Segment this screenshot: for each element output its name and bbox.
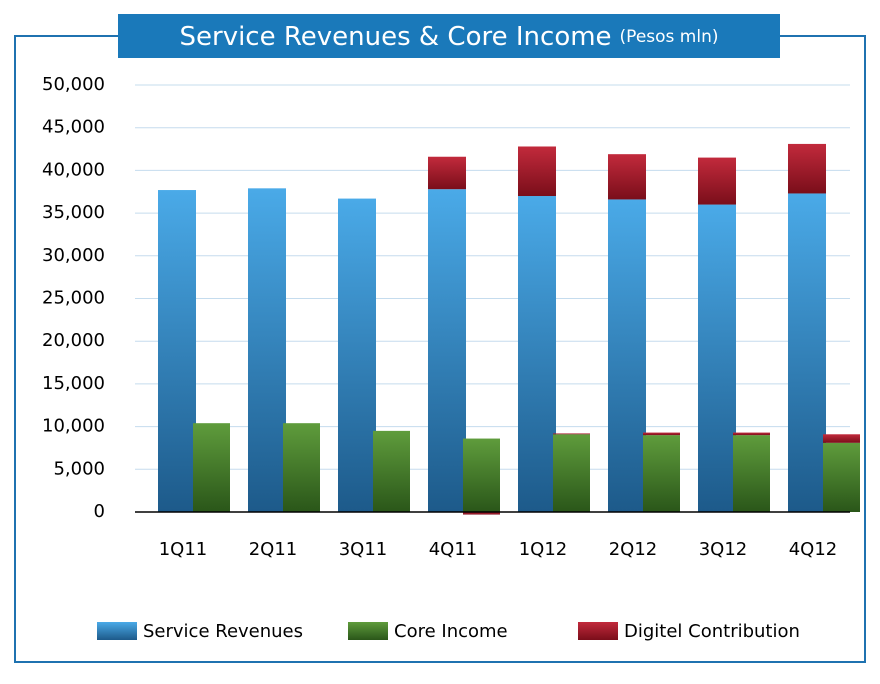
y-tick-label: 30,000 — [42, 245, 105, 266]
bar — [518, 196, 556, 512]
bar — [788, 193, 826, 512]
bar — [158, 190, 196, 513]
y-tick-label: 25,000 — [42, 288, 105, 309]
legend-swatch — [348, 622, 388, 640]
bar — [698, 157, 736, 205]
title-group: Service Revenues & Core Income (Pesos mln… — [180, 22, 719, 52]
bar — [698, 204, 736, 512]
x-tick-label: 3Q11 — [339, 539, 388, 560]
bar — [283, 423, 320, 512]
y-tick-label: 10,000 — [42, 416, 105, 437]
frame — [14, 35, 866, 663]
bar — [428, 156, 466, 190]
y-tick-label: 5,000 — [53, 458, 105, 479]
x-tick-label: 1Q11 — [159, 539, 208, 560]
legend-label: Core Income — [394, 621, 508, 642]
bar — [518, 146, 556, 197]
x-tick-label: 4Q11 — [429, 539, 478, 560]
bar — [553, 433, 590, 435]
bar — [193, 423, 230, 512]
bar — [823, 442, 860, 512]
legend-swatch — [97, 622, 137, 640]
bar — [463, 512, 500, 515]
bar — [733, 435, 770, 512]
y-tick-label: 20,000 — [42, 330, 105, 351]
x-tick-label: 3Q12 — [699, 539, 748, 560]
legend-label: Digitel Contribution — [624, 621, 800, 642]
y-tick-label: 35,000 — [42, 202, 105, 223]
chart-title: Service Revenues & Core Income — [180, 22, 612, 52]
bar — [608, 154, 646, 200]
chart-subtitle: (Pesos mln) — [620, 27, 719, 47]
x-tick-label: 2Q11 — [249, 539, 298, 560]
bar — [373, 430, 410, 512]
bar — [553, 434, 590, 512]
bar — [428, 189, 466, 513]
x-tick-label: 4Q12 — [789, 539, 838, 560]
x-tick-label: 2Q12 — [609, 539, 658, 560]
y-tick-label: 50,000 — [42, 74, 105, 95]
x-tick-label: 1Q12 — [519, 539, 568, 560]
bar — [733, 432, 770, 436]
title-box — [118, 14, 780, 58]
bar — [643, 432, 680, 436]
legend-swatch — [578, 622, 618, 640]
bar — [788, 143, 826, 194]
y-tick-label: 40,000 — [42, 159, 105, 180]
bar — [463, 438, 500, 512]
bar — [608, 199, 646, 512]
y-tick-label: 0 — [94, 501, 105, 522]
legend-label: Service Revenues — [143, 621, 303, 642]
bar — [823, 434, 860, 443]
y-tick-label: 45,000 — [42, 117, 105, 138]
bar — [338, 198, 376, 512]
bar — [643, 435, 680, 512]
y-tick-label: 15,000 — [42, 373, 105, 394]
bar — [248, 188, 286, 513]
